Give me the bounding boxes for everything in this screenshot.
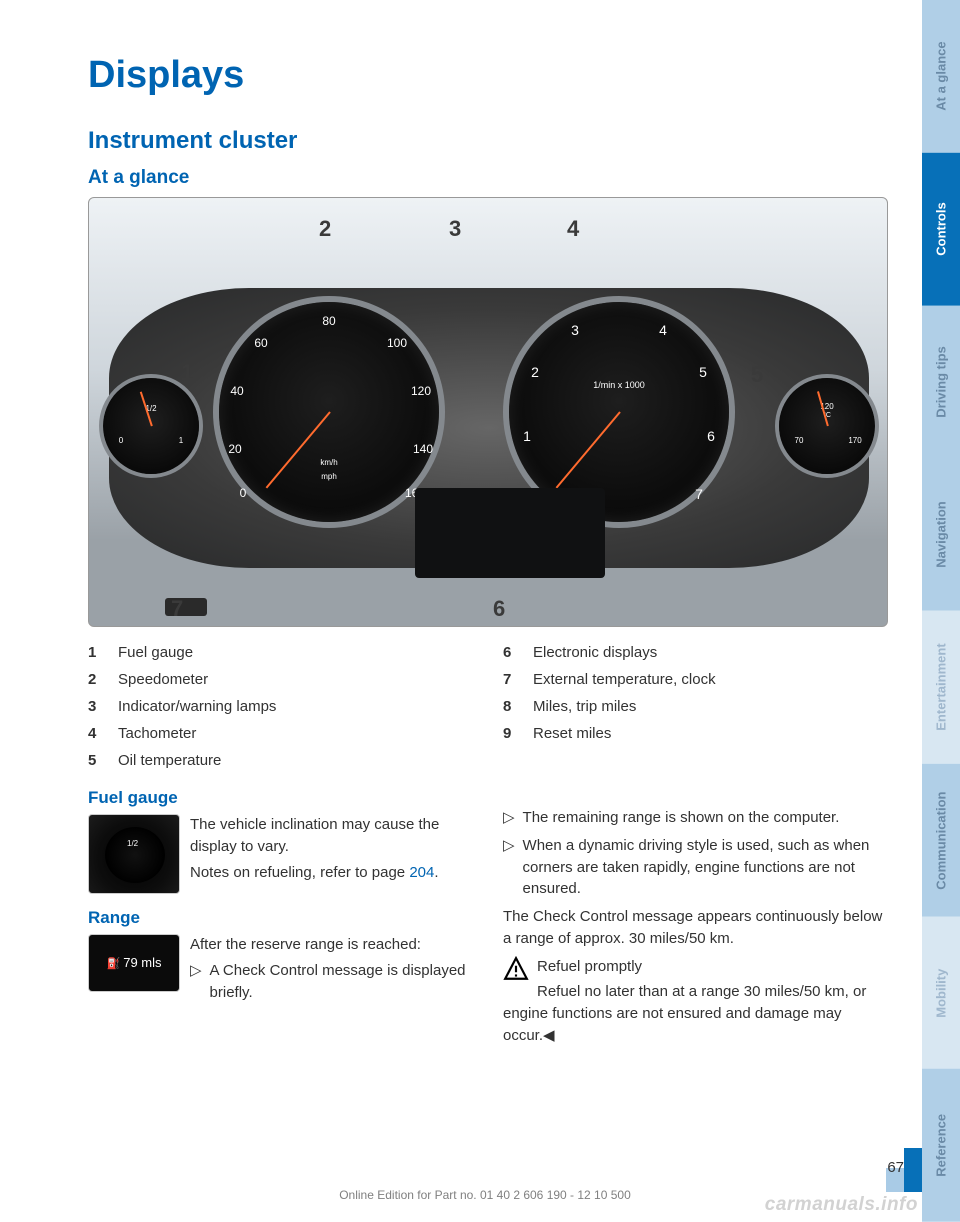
range-thumb-text: 79 mls bbox=[89, 955, 179, 970]
footer-text: Online Edition for Part no. 01 40 2 606 … bbox=[90, 1188, 880, 1202]
warning-title: Refuel promptly bbox=[503, 956, 888, 978]
range-thumb: 79 mls bbox=[88, 934, 180, 992]
bullet-text: The remaining range is shown on the comp… bbox=[523, 807, 840, 829]
tab-communication[interactable]: Communication bbox=[922, 764, 960, 917]
speedo-kmh-label: km/h bbox=[219, 458, 439, 467]
legend-item: 3 Indicator/warning lamps bbox=[88, 693, 473, 720]
range-bullet-1: ▷ A Check Control message is displayed b… bbox=[190, 960, 473, 1004]
legend-text: Fuel gauge bbox=[118, 639, 193, 666]
legend-num: 9 bbox=[503, 720, 519, 747]
speedometer-dial: km/h mph 0 20 40 60 80 100 120 140 160 bbox=[219, 302, 439, 522]
s5: 100 bbox=[287, 336, 507, 350]
warning-block: Refuel promptly Refuel no later than at … bbox=[503, 956, 888, 1047]
tab-reference[interactable]: Reference bbox=[922, 1069, 960, 1222]
s1: 20 bbox=[125, 442, 345, 456]
temp-high: 170 bbox=[807, 436, 888, 445]
range-bullet-3: ▷ When a dynamic driving style is used, … bbox=[503, 835, 888, 900]
watermark: carmanuals.info bbox=[765, 1194, 918, 1216]
callout-6: 6 bbox=[493, 596, 505, 622]
refuel-note-b: . bbox=[434, 864, 438, 881]
warning-icon bbox=[503, 956, 529, 982]
refuel-note-a: Notes on refueling, refer to page bbox=[190, 864, 409, 881]
legend-text: Electronic displays bbox=[533, 639, 657, 666]
legend-item: 8 Miles, trip miles bbox=[503, 693, 888, 720]
callout-2: 2 bbox=[319, 216, 331, 242]
tab-navigation[interactable]: Navigation bbox=[922, 458, 960, 611]
warning-body: Refuel no later than at a range 30 miles… bbox=[503, 981, 888, 1046]
temp-unit: °C bbox=[779, 412, 875, 419]
legend-num: 6 bbox=[503, 639, 519, 666]
bullet-text: When a dynamic driving style is used, su… bbox=[523, 835, 888, 900]
page-title: Displays bbox=[88, 54, 888, 97]
legend-num: 3 bbox=[88, 693, 104, 720]
s7: 140 bbox=[313, 442, 533, 456]
t5: 5 bbox=[593, 364, 813, 380]
subsection-heading: At a glance bbox=[88, 167, 888, 189]
legend-item: 2 Speedometer bbox=[88, 666, 473, 693]
fuel-gauge-thumb bbox=[88, 814, 180, 894]
callout-5: 5 bbox=[751, 362, 763, 388]
bullet-icon: ▷ bbox=[190, 960, 202, 1004]
legend-item: 9 Reset miles bbox=[503, 720, 888, 747]
s4: 80 bbox=[219, 314, 439, 328]
lcd-display bbox=[415, 488, 605, 578]
legend-item: 7 External temperature, clock bbox=[503, 666, 888, 693]
legend-num: 2 bbox=[88, 666, 104, 693]
callout-4: 4 bbox=[567, 216, 579, 242]
range-heading: Range bbox=[88, 908, 473, 928]
legend-text: Tachometer bbox=[118, 720, 196, 747]
legend-num: 4 bbox=[88, 720, 104, 747]
range-bullet-2: ▷ The remaining range is shown on the co… bbox=[503, 807, 888, 829]
page-link-204[interactable]: 204 bbox=[409, 864, 434, 881]
legend-list-left: 1 Fuel gauge 2 Speedometer 3 Indicator/warn… bbox=[88, 639, 473, 774]
tab-at-a-glance[interactable]: At a glance bbox=[922, 0, 960, 153]
tab-driving-tips[interactable]: Driving tips bbox=[922, 306, 960, 459]
t4: 4 bbox=[553, 322, 773, 338]
fuel-mini-icon bbox=[105, 827, 165, 883]
section-heading: Instrument cluster bbox=[88, 127, 888, 155]
bullet-icon: ▷ bbox=[503, 835, 515, 900]
tab-entertainment[interactable]: Entertainment bbox=[922, 611, 960, 764]
tab-controls[interactable]: Controls bbox=[922, 153, 960, 306]
page-accent-dark bbox=[904, 1148, 922, 1192]
tacho-label: 1/min x 1000 bbox=[509, 380, 729, 390]
legend-text: Speedometer bbox=[118, 666, 208, 693]
legend-text: Indicator/warning lamps bbox=[118, 693, 276, 720]
callout-1: 1 bbox=[181, 360, 193, 386]
legend-list-right: 6 Electronic displays 7 External temperatu… bbox=[503, 639, 888, 747]
legend-item: 6 Electronic displays bbox=[503, 639, 888, 666]
legend-item: 5 Oil temperature bbox=[88, 747, 473, 774]
legend-num: 5 bbox=[88, 747, 104, 774]
legend-text: Miles, trip miles bbox=[533, 693, 636, 720]
legend-num: 8 bbox=[503, 693, 519, 720]
fuel-gauge-heading: Fuel gauge bbox=[88, 788, 473, 808]
legend-item: 4 Tachometer bbox=[88, 720, 473, 747]
check-control-para: The Check Control message appears contin… bbox=[503, 906, 888, 950]
tacho-needle bbox=[556, 411, 621, 488]
s6: 120 bbox=[311, 384, 531, 398]
legend-num: 7 bbox=[503, 666, 519, 693]
bullet-icon: ▷ bbox=[503, 807, 515, 829]
callout-7: 7 bbox=[171, 596, 183, 622]
callout-3: 3 bbox=[449, 216, 461, 242]
temp-gauge-dial: 120 °C 70 170 bbox=[779, 378, 875, 474]
legend-text: Reset miles bbox=[533, 720, 611, 747]
tab-mobility[interactable]: Mobility bbox=[922, 917, 960, 1070]
temp-mid: 120 bbox=[779, 402, 875, 411]
bullet-text: A Check Control message is displayed bri… bbox=[210, 960, 473, 1004]
legend-item: 1 Fuel gauge bbox=[88, 639, 473, 666]
section-tabs: At a glanceControlsDriving tipsNavigatio… bbox=[922, 0, 960, 1222]
t7: 7 bbox=[589, 486, 809, 502]
legend-text: Oil temperature bbox=[118, 747, 221, 774]
legend-num: 1 bbox=[88, 639, 104, 666]
page-number: 67 bbox=[887, 1159, 904, 1176]
speedo-mph-label: mph bbox=[219, 472, 439, 481]
legend-text: External temperature, clock bbox=[533, 666, 716, 693]
fuel-half-label: 1/2 bbox=[103, 404, 199, 413]
legend-columns: 1 Fuel gauge 2 Speedometer 3 Indicator/warn… bbox=[88, 639, 888, 1051]
instrument-cluster-figure: 1/2 0 1 km/h mph 0 20 40 60 80 100 120 1… bbox=[88, 197, 888, 627]
cluster-panel: 1/2 0 1 km/h mph 0 20 40 60 80 100 120 1… bbox=[109, 288, 869, 568]
